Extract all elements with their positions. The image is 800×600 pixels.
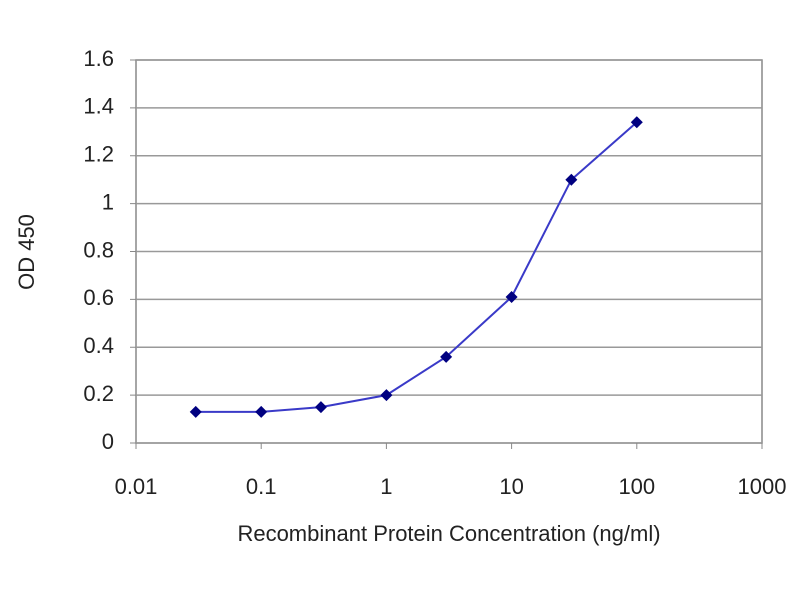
y-tick-label: 1.2 <box>83 142 114 167</box>
series-line <box>195 121 638 413</box>
x-tick-label: 0.1 <box>246 474 277 499</box>
marker <box>630 116 643 129</box>
y-tick-label: 0.8 <box>83 237 114 262</box>
y-tick-label: 0.4 <box>83 333 114 358</box>
marker <box>189 405 202 418</box>
marker <box>380 389 393 402</box>
y-tick-label: 1.6 <box>83 46 114 71</box>
y-tick-label: 0.2 <box>83 381 114 406</box>
marker <box>505 290 518 303</box>
x-tick-label: 10 <box>499 474 523 499</box>
x-tick-label: 1000 <box>738 474 787 499</box>
y-axis-label: OD 450 <box>14 214 39 290</box>
x-tick-label: 1 <box>380 474 392 499</box>
y-tick-label: 1 <box>102 189 114 214</box>
y-tick-label: 0 <box>102 429 114 454</box>
y-tick-label: 1.4 <box>83 94 114 119</box>
x-tick-label: 100 <box>618 474 655 499</box>
marker <box>314 401 327 414</box>
marker <box>440 350 453 363</box>
marker <box>565 173 578 186</box>
x-tick-label: 0.01 <box>115 474 158 499</box>
y-tick-label: 0.6 <box>83 285 114 310</box>
x-axis-label: Recombinant Protein Concentration (ng/ml… <box>237 521 660 546</box>
marker <box>255 405 268 418</box>
